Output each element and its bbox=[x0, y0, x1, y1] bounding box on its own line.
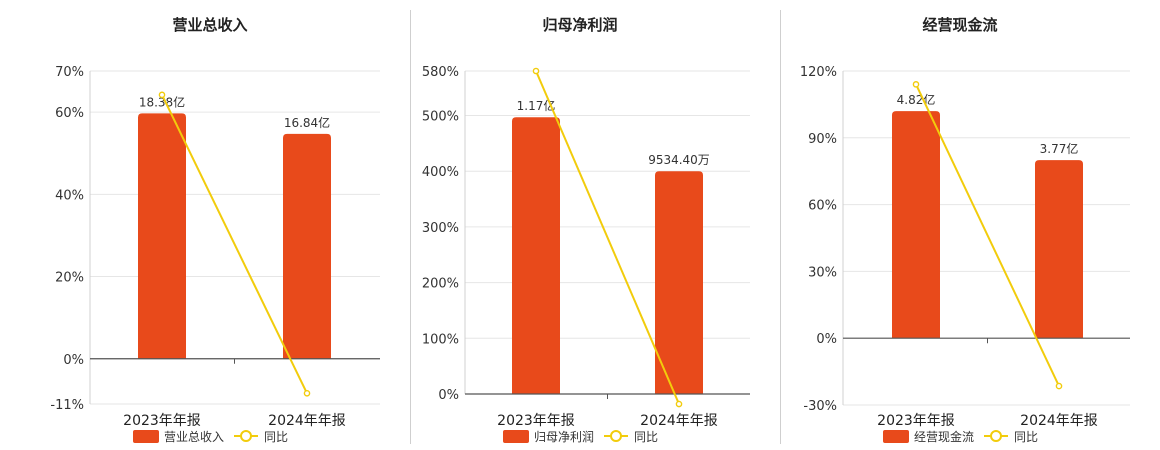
x-category-label: 2024年年报 bbox=[268, 413, 346, 429]
legend-bar-label: 经营现金流 bbox=[914, 429, 974, 444]
yoy-point bbox=[912, 81, 920, 88]
y-tick-label: 60% bbox=[808, 199, 837, 214]
x-category-label: 2023年年报 bbox=[123, 413, 201, 429]
yoy-point bbox=[158, 91, 166, 99]
y-tick-label: 60% bbox=[55, 106, 84, 121]
legend-bar-swatch bbox=[133, 430, 159, 443]
bar bbox=[512, 117, 560, 394]
y-tick-label: 200% bbox=[422, 277, 459, 292]
y-tick-label: -30% bbox=[803, 399, 837, 414]
yoy-point bbox=[303, 390, 311, 397]
y-tick-label: 580% bbox=[422, 65, 459, 80]
bar-data-label: 3.77亿 bbox=[1040, 141, 1079, 156]
y-tick-label: 70% bbox=[55, 65, 84, 80]
y-tick-label: 400% bbox=[422, 165, 459, 180]
x-category-label: 2023年年报 bbox=[497, 413, 575, 429]
y-tick-label: 300% bbox=[422, 221, 459, 236]
bar-data-label: 16.84亿 bbox=[284, 115, 330, 130]
chart-title-cashflow: 经营现金流 bbox=[922, 16, 998, 34]
y-tick-label: 20% bbox=[55, 271, 84, 286]
bar-data-label: 9534.40万 bbox=[648, 153, 710, 167]
bar-data-label: 4.82亿 bbox=[897, 92, 936, 107]
legend-bar-label: 营业总收入 bbox=[164, 430, 224, 444]
y-tick-label: 0% bbox=[438, 388, 459, 403]
legend-line-label: 同比 bbox=[1014, 430, 1038, 444]
yoy-point bbox=[1055, 382, 1063, 390]
yoy-point bbox=[532, 67, 540, 75]
yoy-line bbox=[535, 70, 680, 405]
y-tick-label: -11% bbox=[50, 398, 84, 413]
y-tick-label: 120% bbox=[800, 65, 837, 80]
y-tick-label: 100% bbox=[422, 332, 459, 347]
legend-line-marker bbox=[610, 430, 622, 442]
chart-title-net-profit: 归母净利润 bbox=[542, 16, 618, 34]
panel-divider-2 bbox=[780, 10, 781, 444]
yoy-line bbox=[915, 83, 1060, 387]
bar bbox=[283, 133, 331, 359]
bar-data-label: 1.17亿 bbox=[517, 98, 556, 113]
legend-line-label: 同比 bbox=[264, 430, 288, 444]
bar bbox=[138, 113, 186, 359]
chart-title-revenue: 营业总收入 bbox=[172, 16, 248, 34]
y-tick-label: 500% bbox=[422, 110, 459, 125]
legend-line-marker bbox=[990, 430, 1002, 442]
y-tick-label: 0% bbox=[63, 353, 84, 368]
x-category-label: 2024年年报 bbox=[640, 413, 718, 429]
bar-data-label: 18.38亿 bbox=[139, 94, 185, 109]
legend-bar-swatch bbox=[503, 430, 529, 443]
y-tick-label: 0% bbox=[816, 332, 837, 347]
y-tick-label: 30% bbox=[808, 265, 837, 280]
bar bbox=[892, 111, 940, 339]
yoy-line bbox=[161, 94, 308, 394]
y-tick-label: 90% bbox=[808, 132, 837, 147]
legend-line-marker bbox=[240, 430, 252, 442]
legend-bar-label: 归母净利润 bbox=[534, 430, 594, 444]
yoy-point bbox=[675, 400, 683, 408]
panel-divider-1 bbox=[410, 10, 411, 444]
legend-line-label: 同比 bbox=[634, 430, 658, 444]
bar bbox=[1035, 160, 1083, 339]
legend-bar-swatch bbox=[883, 430, 909, 443]
bar bbox=[655, 171, 703, 394]
x-category-label: 2024年年报 bbox=[1020, 413, 1098, 429]
x-category-label: 2023年年报 bbox=[877, 413, 955, 429]
y-tick-label: 40% bbox=[55, 188, 84, 203]
